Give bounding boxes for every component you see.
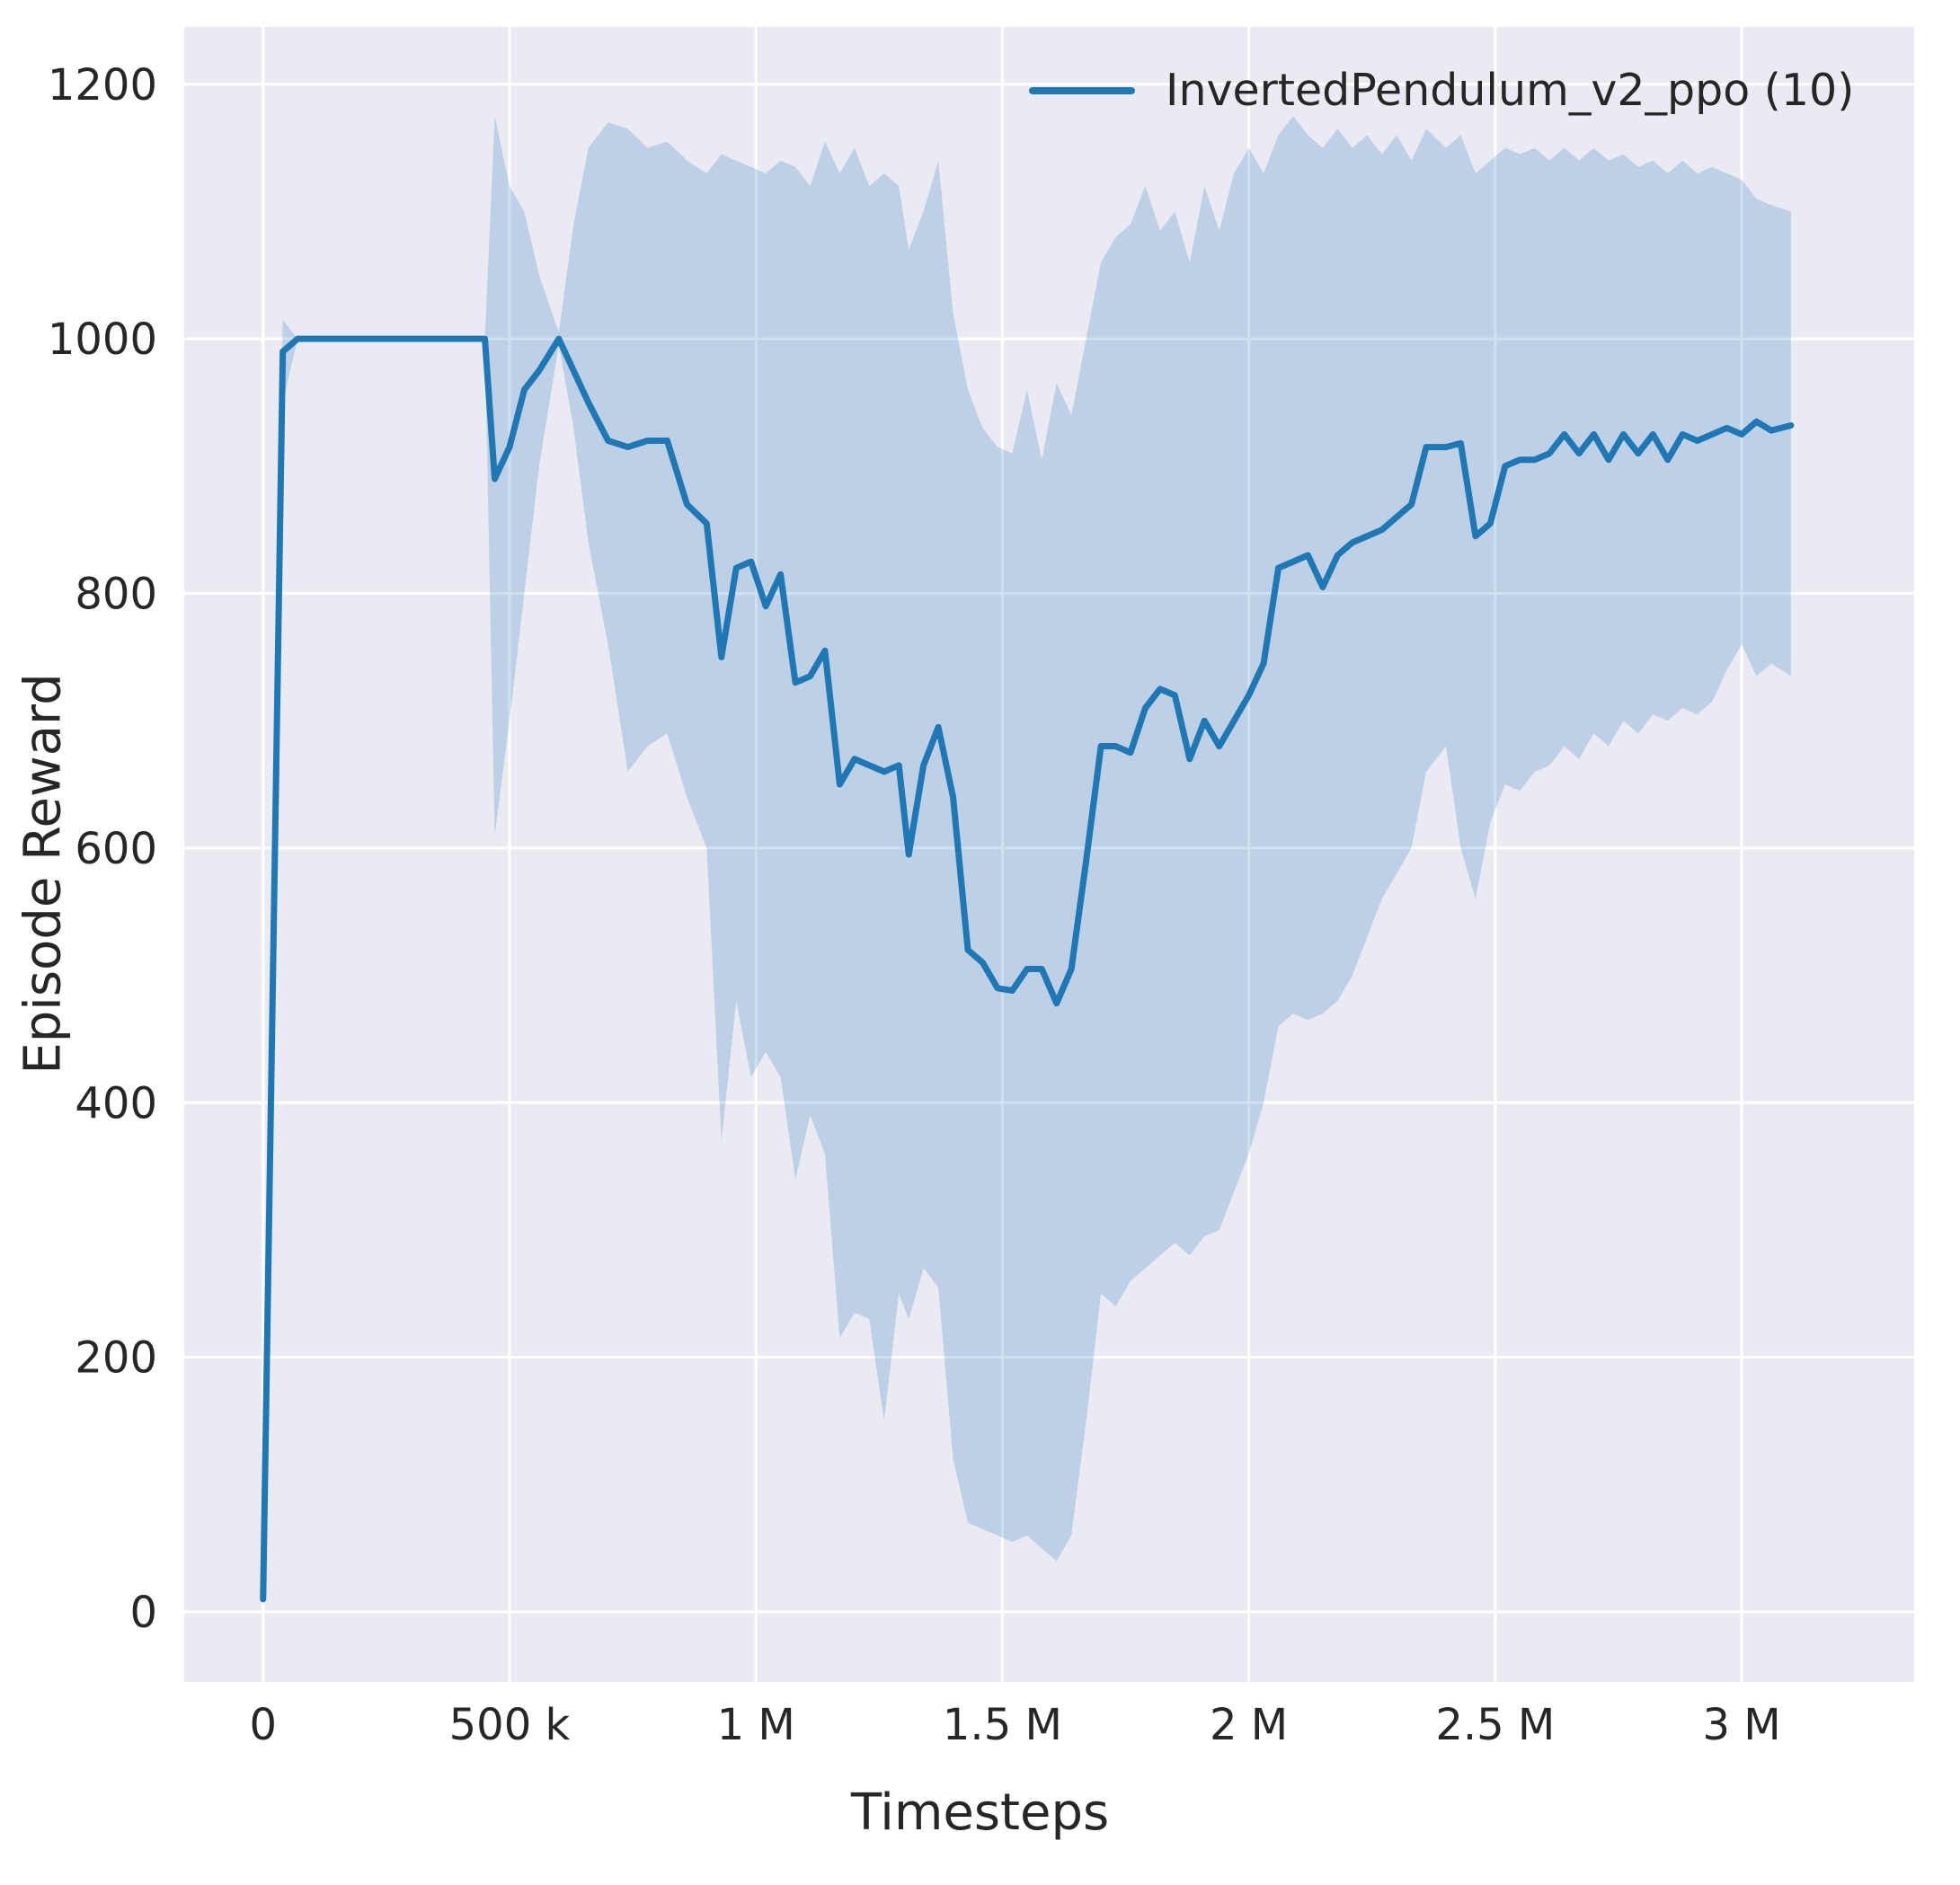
- y-tick-label: 800: [75, 570, 157, 620]
- y-tick-label: 400: [75, 1078, 157, 1128]
- x-tick-label: 500 k: [449, 1700, 571, 1750]
- y-tick-label: 600: [75, 824, 157, 874]
- x-tick-label: 2.5 M: [1435, 1700, 1555, 1750]
- x-tick-label: 2 M: [1210, 1700, 1288, 1750]
- y-tick-label: 0: [129, 1588, 157, 1638]
- legend-line-sample: [1029, 86, 1135, 94]
- x-tick-label: 1 M: [717, 1700, 795, 1750]
- y-tick-label: 1200: [48, 60, 157, 111]
- legend: InvertedPendulum_v2_ppo (10): [1029, 65, 1854, 116]
- confidence-band: [262, 116, 1791, 1599]
- y-tick-label: 1000: [48, 314, 157, 365]
- y-axis-label: Episode Reward: [13, 673, 73, 1075]
- series-line: [260, 335, 1795, 1603]
- y-tick-label: 200: [75, 1333, 157, 1384]
- plot-area: [184, 27, 1914, 1682]
- x-tick-label: 0: [249, 1700, 277, 1750]
- legend-label: InvertedPendulum_v2_ppo (10): [1166, 65, 1855, 116]
- x-tick-label: 3 M: [1702, 1700, 1780, 1750]
- x-tick-label: 1.5 M: [943, 1700, 1062, 1750]
- x-axis-label: Timesteps: [850, 1783, 1110, 1842]
